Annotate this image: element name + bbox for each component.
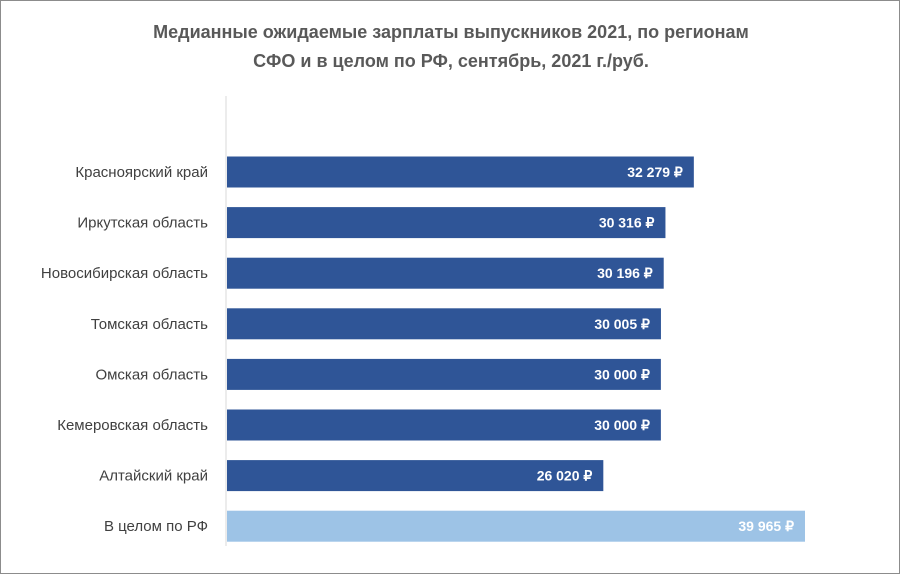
chart-title-line-1: Медианные ожидаемые зарплаты выпускников… xyxy=(153,22,749,42)
bar-6 xyxy=(227,460,604,492)
category-label-4: Омская область xyxy=(95,366,208,383)
chart-title-line-2: СФО и в целом по РФ, сентябрь, 2021 г./р… xyxy=(253,51,649,71)
bar-5 xyxy=(227,409,661,441)
bar-1 xyxy=(227,207,666,239)
data-label-3: 30 005 ₽ xyxy=(594,316,650,332)
data-label-4: 30 000 ₽ xyxy=(594,366,650,382)
data-label-5: 30 000 ₽ xyxy=(594,417,650,433)
bar-2 xyxy=(227,257,664,289)
category-label-5: Кемеровская область xyxy=(57,417,208,434)
bar-7 xyxy=(227,510,805,542)
category-label-1: Иркутская область xyxy=(77,215,208,232)
category-label-6: Алтайский край xyxy=(99,468,208,485)
data-label-0: 32 279 ₽ xyxy=(627,164,683,180)
data-label-7: 39 965 ₽ xyxy=(738,518,794,534)
category-label-2: Новосибирская область xyxy=(41,265,208,282)
data-label-1: 30 316 ₽ xyxy=(599,215,655,231)
bar-4 xyxy=(227,358,661,390)
category-label-7: В целом по РФ xyxy=(104,518,208,535)
category-label-3: Томская область xyxy=(91,316,208,333)
data-label-6: 26 020 ₽ xyxy=(537,468,593,484)
category-label-0: Красноярский край xyxy=(75,164,208,181)
data-label-2: 30 196 ₽ xyxy=(597,265,653,281)
bar-0 xyxy=(227,156,694,188)
bar-3 xyxy=(227,308,661,340)
